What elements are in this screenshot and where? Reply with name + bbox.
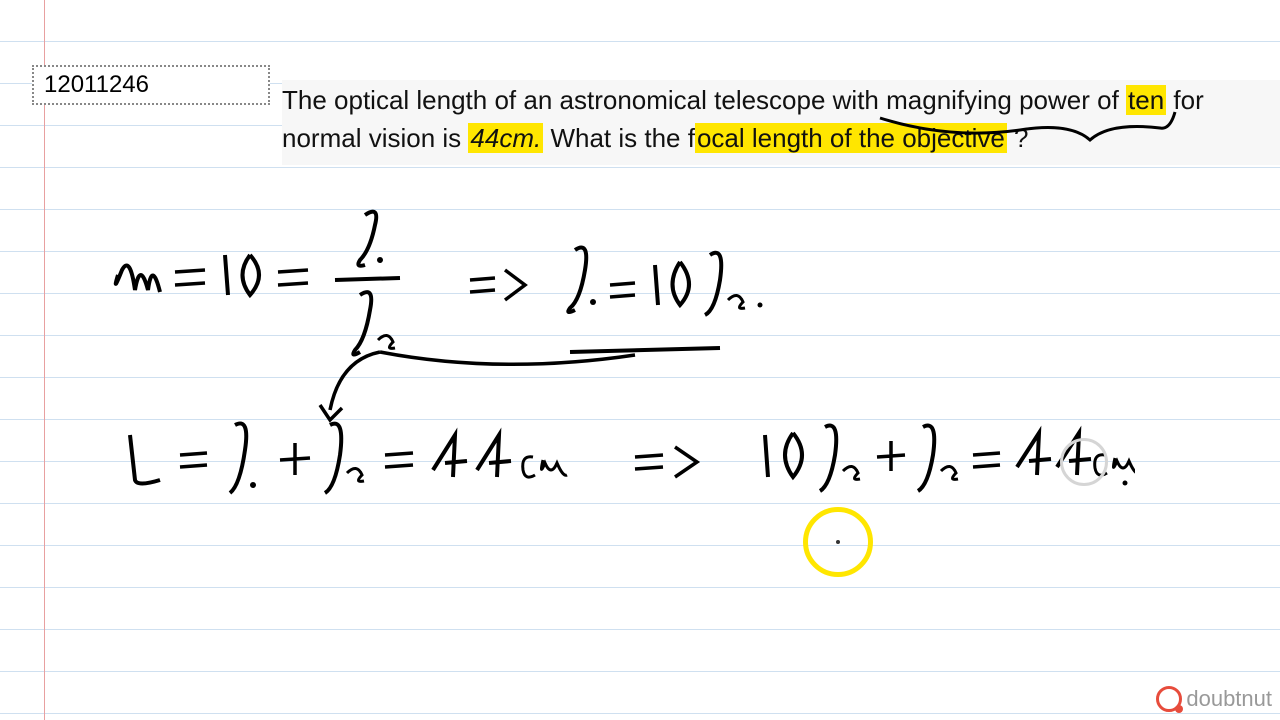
brand-logo: doubtnut xyxy=(1156,686,1272,712)
q-hl-focal: ocal length of the objective xyxy=(695,123,1007,153)
q-suffix: ? xyxy=(1007,123,1029,153)
cursor-dot xyxy=(836,540,840,544)
question-id-box: 12011246 xyxy=(32,65,270,105)
q-hl-ten: ten xyxy=(1126,85,1166,115)
q-mid2: What is the f xyxy=(543,123,695,153)
q-hl-44cm: 44cm. xyxy=(468,123,543,153)
doubtnut-icon xyxy=(1156,686,1182,712)
brand-name: doubtnut xyxy=(1186,686,1272,712)
question-text: The optical length of an astronomical te… xyxy=(282,80,1280,165)
margin-line xyxy=(44,0,45,720)
q-prefix: The optical length of an astronomical te… xyxy=(282,85,1126,115)
question-id: 12011246 xyxy=(44,71,149,99)
stale-cursor-circle xyxy=(1060,438,1108,486)
